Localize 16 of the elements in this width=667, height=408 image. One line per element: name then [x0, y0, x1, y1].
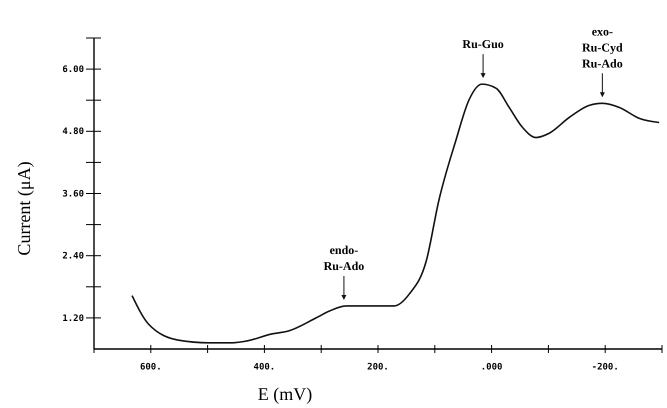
- y-tick-label: 4.80: [62, 127, 84, 138]
- x-tick-label: 600.: [140, 362, 162, 373]
- line-series: [131, 83, 660, 344]
- y-tick-label: 3.60: [62, 189, 84, 200]
- y-tick-label: 2.40: [62, 252, 84, 262]
- y-tick-label: 1.20: [62, 314, 84, 324]
- annotation: endo- Ru-Ado: [324, 242, 364, 273]
- y-axis-title: Current (μA): [14, 161, 34, 256]
- x-axis-title: E (mV): [258, 384, 312, 404]
- annotation: Ru-Guo: [462, 37, 504, 52]
- y-tick-label: 6.00: [62, 64, 84, 75]
- x-tick-label: 400.: [254, 362, 276, 373]
- annotation: exo- Ru-Cyd Ru-Ado: [582, 24, 624, 70]
- x-tick-label: .000: [480, 362, 502, 373]
- x-tick-label: 200.: [367, 362, 389, 373]
- x-tick-label: -200.: [592, 362, 619, 373]
